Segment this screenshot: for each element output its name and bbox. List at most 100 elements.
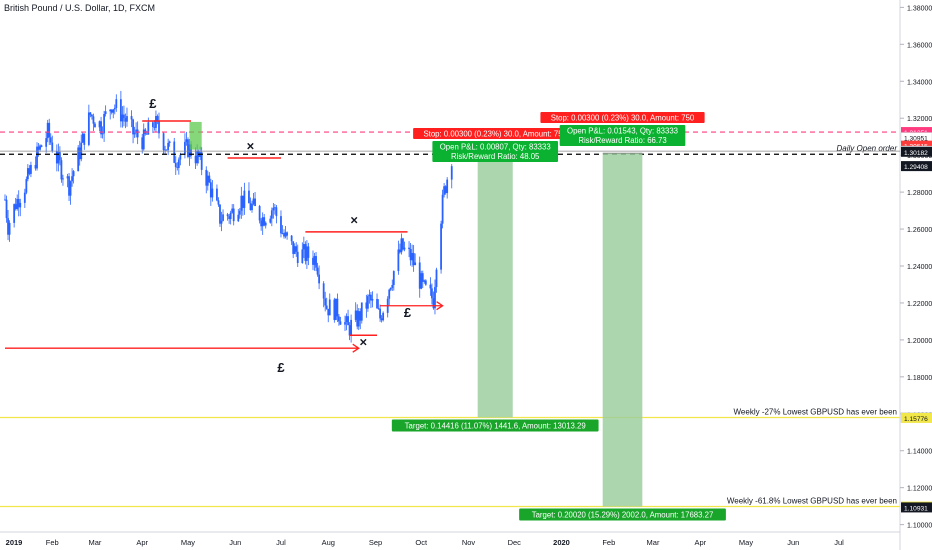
candle-body — [141, 137, 144, 150]
y-tick-label: 1.10000 — [907, 523, 932, 530]
candle-body — [68, 176, 70, 196]
candle-body — [208, 175, 211, 183]
y-tick-label: 1.38000 — [907, 5, 932, 12]
candle-body — [190, 144, 192, 156]
candle-body — [55, 151, 58, 164]
candle-body — [275, 207, 278, 217]
candle-body — [240, 195, 243, 211]
candle-body — [389, 287, 392, 290]
candle-body — [176, 167, 179, 168]
candle-body — [8, 222, 11, 235]
candle-body — [147, 122, 150, 135]
candle-body — [440, 223, 442, 270]
candle-body — [357, 311, 360, 327]
candle-body — [325, 305, 328, 309]
candle-body — [216, 188, 218, 201]
candle-body — [243, 190, 246, 208]
candle-body — [219, 204, 221, 224]
candle-body — [354, 310, 357, 320]
position-2-stop-box — [540, 112, 705, 123]
candle-body — [179, 154, 182, 160]
candle-body — [431, 288, 433, 299]
candle-body — [283, 233, 285, 237]
candle-body — [158, 120, 160, 134]
candle-body — [113, 107, 116, 110]
candle-body — [98, 121, 101, 128]
candle-body — [110, 109, 113, 113]
x-tick-label: May — [181, 538, 195, 547]
candle-body — [83, 133, 86, 145]
candle-body — [328, 299, 331, 316]
candle-body — [188, 144, 191, 157]
candle-body — [434, 287, 436, 309]
candle-body — [368, 294, 371, 297]
candle-body — [51, 142, 54, 152]
position-1-profit-zone — [477, 153, 513, 418]
price-tag-box — [901, 412, 932, 423]
candle-body — [40, 145, 43, 147]
candle-body — [45, 138, 48, 147]
candle-body — [130, 116, 133, 120]
candle-body — [263, 217, 266, 226]
candle-body — [185, 139, 188, 142]
candle-body — [273, 207, 276, 209]
candle-body — [258, 206, 261, 221]
cross-label: × — [360, 334, 368, 349]
candle-body — [187, 139, 189, 157]
level-label-weekly-618: Weekly -61.8% Lowest GBPUSD has ever bee… — [727, 497, 897, 506]
candle-body — [184, 141, 186, 155]
price-tag-box — [901, 146, 932, 157]
candle-body — [5, 199, 8, 219]
candle-body — [402, 238, 404, 250]
candle-body — [220, 220, 223, 224]
candle-body — [77, 147, 80, 172]
y-tick-label: 1.20000 — [907, 338, 932, 345]
candle-body — [392, 271, 395, 286]
candle-body — [58, 152, 61, 161]
candle-body — [292, 241, 295, 254]
candle-body — [13, 204, 16, 223]
candle-body — [377, 308, 380, 310]
candle-body — [238, 210, 241, 215]
candle-body — [28, 168, 31, 174]
candle-body — [37, 146, 40, 150]
candle-body — [17, 198, 20, 208]
candle-body — [94, 123, 96, 128]
x-tick-label: Feb — [602, 538, 615, 547]
candle-body — [388, 289, 391, 299]
candle-body — [112, 109, 115, 113]
candle-body — [411, 253, 414, 261]
candle-body — [209, 182, 212, 198]
candle-body — [324, 298, 327, 306]
position-1-pnl-label: Open P&L: 0.00807, Qty: 83333 — [440, 142, 551, 151]
candle-body — [228, 216, 231, 220]
candle-body — [409, 249, 412, 261]
price-tag-label: 1.30182 — [904, 150, 928, 157]
candle-body — [36, 146, 38, 169]
candle-body — [366, 296, 369, 309]
candle-body — [450, 166, 453, 180]
candle-body — [39, 145, 41, 150]
candle-body — [316, 267, 319, 275]
candle-body — [318, 274, 320, 284]
candle-body — [121, 114, 124, 122]
candle-body — [14, 204, 17, 210]
candle-body — [133, 132, 136, 135]
candle-body — [34, 164, 37, 169]
candle-body — [360, 302, 363, 321]
candle-body — [162, 133, 165, 151]
candle-body — [408, 247, 410, 250]
candle-body — [16, 198, 19, 210]
candle-body — [296, 251, 299, 263]
x-tick-label: Jul — [834, 538, 844, 547]
level-label-weekly-27: Weekly -27% Lowest GBPUSD has ever been — [734, 407, 897, 416]
highlight-box — [189, 121, 202, 150]
y-tick-label: 1.28000 — [907, 190, 932, 197]
pound-label: £ — [149, 96, 157, 111]
position-1-rr-label: Risk/Reward Ratio: 48.05 — [451, 152, 540, 161]
y-tick-label: 1.14000 — [907, 449, 932, 456]
candle-body — [103, 113, 106, 134]
candle-body — [156, 116, 159, 121]
candle-body — [371, 298, 374, 301]
